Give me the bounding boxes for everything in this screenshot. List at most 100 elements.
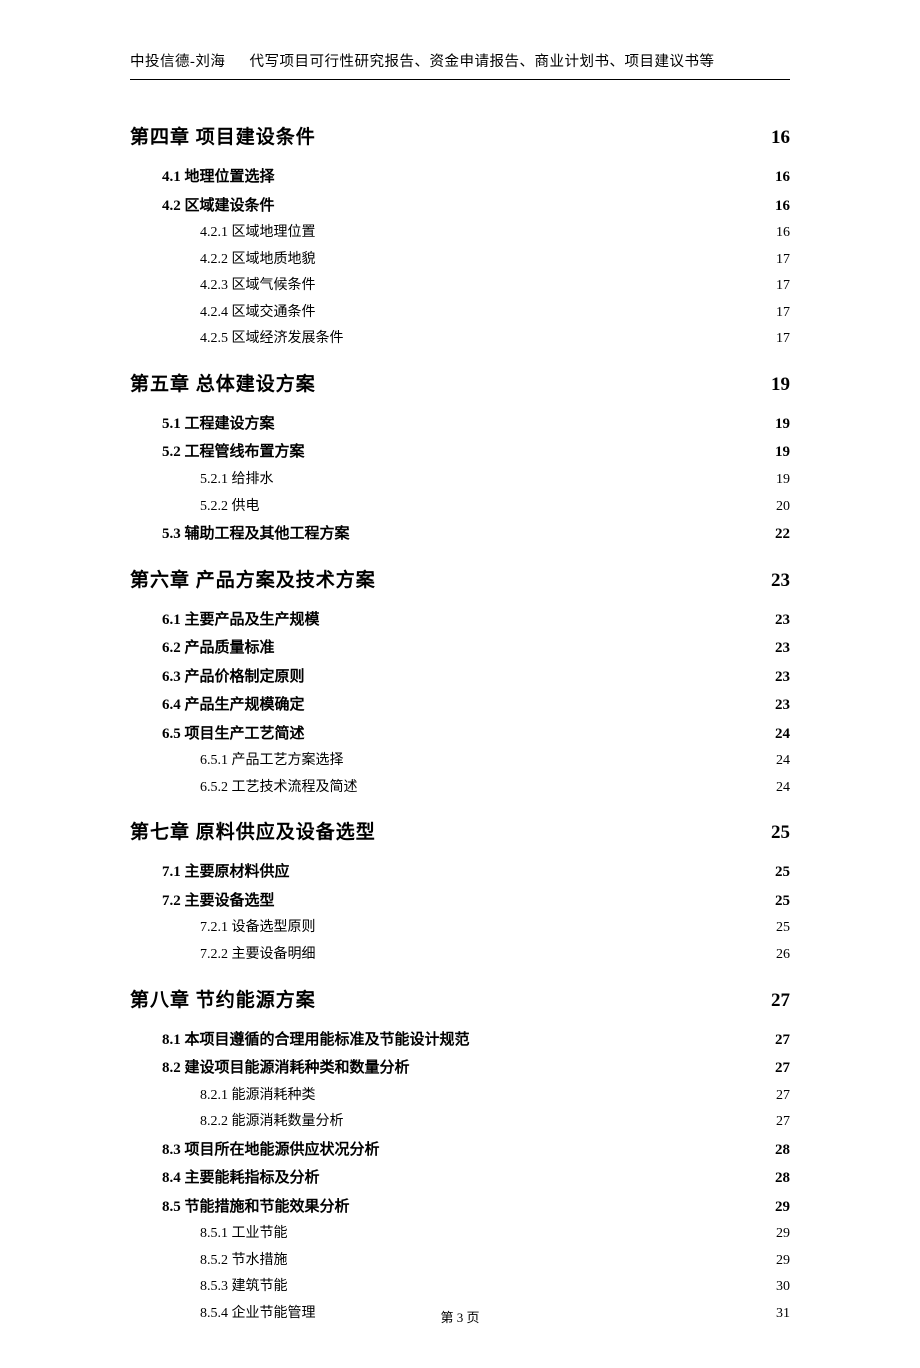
- toc-entry-label: 8.5.1 工业节能: [200, 1221, 288, 1248]
- document-page: 中投信德-刘海 代写项目可行性研究报告、资金申请报告、商业计划书、项目建议书等 …: [0, 0, 920, 1368]
- toc-entry-label: 第八章 节约能源方案: [130, 985, 316, 1012]
- toc-entry: 7.2 主要设备选型25: [162, 887, 790, 916]
- toc-entry: 6.5.1 产品工艺方案选择24: [200, 748, 790, 775]
- header-description: 代写项目可行性研究报告、资金申请报告、商业计划书、项目建议书等: [249, 54, 714, 70]
- toc-entry-label: 4.2.4 区域交通条件: [200, 300, 316, 327]
- page-number: 第 3 页: [440, 1310, 479, 1325]
- toc-entry: 4.2.1 区域地理位置 16: [200, 220, 790, 247]
- toc-entry-label: 5.2.1 给排水: [200, 467, 274, 494]
- toc-entry-page: 25: [776, 915, 790, 942]
- toc-entry-page: 23: [775, 634, 790, 663]
- toc-entry-page: 23: [775, 606, 790, 635]
- toc-entry-label: 7.2.2 主要设备明细: [200, 942, 316, 969]
- toc-entry: 第七章 原料供应及设备选型25: [130, 817, 790, 844]
- toc-entry-label: 6.1 主要产品及生产规模: [162, 606, 320, 635]
- toc-entry-page: 28: [775, 1136, 790, 1165]
- toc-entry: 4.1 地理位置选择 16: [162, 163, 790, 192]
- toc-entry: 5.1 工程建设方案 19: [162, 410, 790, 439]
- toc-entry-label: 7.2.1 设备选型原则: [200, 915, 316, 942]
- toc-entry: 6.5 项目生产工艺简述 24: [162, 720, 790, 749]
- toc-entry: 5.2 工程管线布置方案 19: [162, 438, 790, 467]
- toc-entry: 8.5 节能措施和节能效果分析29: [162, 1193, 790, 1222]
- toc-entry: 第六章 产品方案及技术方案 23: [130, 565, 790, 592]
- toc-entry: 6.5.2 工艺技术流程及简述24: [200, 775, 790, 802]
- toc-entry-page: 27: [771, 990, 790, 1012]
- toc-entry-label: 6.5 项目生产工艺简述: [162, 720, 305, 749]
- toc-entry-page: 27: [776, 1109, 790, 1136]
- toc-entry-label: 8.4 主要能耗指标及分析: [162, 1164, 320, 1193]
- toc-entry-label: 8.2.1 能源消耗种类: [200, 1083, 316, 1110]
- toc-entry-label: 第五章 总体建设方案: [130, 369, 316, 396]
- toc-entry-label: 8.5.3 建筑节能: [200, 1274, 288, 1301]
- toc-entry-label: 第六章 产品方案及技术方案: [130, 565, 376, 592]
- toc-entry-page: 29: [776, 1221, 790, 1248]
- toc-entry: 6.1 主要产品及生产规模 23: [162, 606, 790, 635]
- toc-entry-page: 17: [776, 300, 790, 327]
- toc-entry: 8.4 主要能耗指标及分析 28: [162, 1164, 790, 1193]
- toc-entry-label: 5.2.2 供电: [200, 494, 260, 521]
- toc-entry-label: 4.2.1 区域地理位置: [200, 220, 316, 247]
- toc-entry: 8.2.1 能源消耗种类 27: [200, 1083, 790, 1110]
- toc-entry-label: 6.5.1 产品工艺方案选择: [200, 748, 344, 775]
- table-of-contents: 第四章 项目建设条件164.1 地理位置选择164.2 区域建设条件164.2.…: [130, 122, 790, 1328]
- toc-entry-label: 第四章 项目建设条件: [130, 122, 316, 149]
- toc-entry-page: 16: [776, 220, 790, 247]
- page-footer: 第 3 页: [0, 1307, 920, 1326]
- toc-entry-label: 8.5.2 节水措施: [200, 1248, 288, 1275]
- toc-entry-page: 20: [776, 494, 790, 521]
- toc-entry: 4.2 区域建设条件 16: [162, 192, 790, 221]
- toc-entry-label: 4.2 区域建设条件: [162, 192, 275, 221]
- toc-entry: 6.2 产品质量标准 23: [162, 634, 790, 663]
- toc-entry-page: 16: [775, 163, 790, 192]
- toc-entry-label: 4.1 地理位置选择: [162, 163, 275, 192]
- toc-entry-label: 8.5 节能措施和节能效果分析: [162, 1193, 350, 1222]
- toc-entry-page: 16: [771, 127, 790, 149]
- toc-entry-page: 27: [776, 1083, 790, 1110]
- toc-entry-page: 23: [771, 570, 790, 592]
- toc-entry-page: 29: [776, 1248, 790, 1275]
- toc-entry-label: 6.2 产品质量标准: [162, 634, 275, 663]
- toc-entry-page: 24: [775, 720, 790, 749]
- toc-entry: 4.2.3 区域气候条件 17: [200, 273, 790, 300]
- toc-entry-page: 23: [775, 691, 790, 720]
- toc-entry-page: 17: [776, 247, 790, 274]
- toc-entry: 4.2.5 区域经济发展条件 17: [200, 326, 790, 353]
- toc-entry-page: 19: [771, 374, 790, 396]
- toc-entry-page: 30: [776, 1274, 790, 1301]
- toc-entry-page: 25: [775, 887, 790, 916]
- toc-entry-label: 6.3 产品价格制定原则: [162, 663, 305, 692]
- toc-entry-page: 26: [776, 942, 790, 969]
- toc-entry-page: 23: [775, 663, 790, 692]
- toc-entry-label: 7.1 主要原材料供应: [162, 858, 290, 887]
- toc-entry-page: 17: [776, 273, 790, 300]
- toc-entry-label: 8.2 建设项目能源消耗种类和数量分析: [162, 1054, 410, 1083]
- toc-entry-page: 22: [775, 520, 790, 549]
- toc-entry: 第四章 项目建设条件 16: [130, 122, 790, 149]
- toc-entry: 第八章 节约能源方案 27: [130, 985, 790, 1012]
- toc-entry: 4.2.2 区域地质地貌 17: [200, 247, 790, 274]
- toc-entry-page: 28: [775, 1164, 790, 1193]
- toc-entry-page: 17: [776, 326, 790, 353]
- toc-entry-label: 4.2.2 区域地质地貌: [200, 247, 316, 274]
- toc-entry: 8.1 本项目遵循的合理用能标准及节能设计规范27: [162, 1026, 790, 1055]
- toc-entry-label: 8.1 本项目遵循的合理用能标准及节能设计规范: [162, 1026, 470, 1055]
- toc-entry: 7.2.1 设备选型原则 25: [200, 915, 790, 942]
- toc-entry-page: 19: [775, 438, 790, 467]
- toc-entry: 8.5.2 节水措施 29: [200, 1248, 790, 1275]
- toc-entry-label: 5.3 辅助工程及其他工程方案: [162, 520, 350, 549]
- header-company: 中投信德-刘海: [130, 54, 225, 70]
- toc-entry-label: 8.2.2 能源消耗数量分析: [200, 1109, 344, 1136]
- toc-entry: 8.5.1 工业节能 29: [200, 1221, 790, 1248]
- toc-entry-label: 5.2 工程管线布置方案: [162, 438, 305, 467]
- toc-entry-label: 8.3 项目所在地能源供应状况分析: [162, 1136, 380, 1165]
- toc-entry-page: 19: [775, 410, 790, 439]
- toc-entry-page: 16: [775, 192, 790, 221]
- toc-entry-label: 4.2.3 区域气候条件: [200, 273, 316, 300]
- toc-entry-label: 5.1 工程建设方案: [162, 410, 275, 439]
- toc-entry-label: 4.2.5 区域经济发展条件: [200, 326, 344, 353]
- page-header: 中投信德-刘海 代写项目可行性研究报告、资金申请报告、商业计划书、项目建议书等: [130, 50, 790, 80]
- toc-entry-label: 6.4 产品生产规模确定: [162, 691, 305, 720]
- toc-entry-page: 25: [771, 822, 790, 844]
- toc-entry-label: 6.5.2 工艺技术流程及简述: [200, 775, 358, 802]
- toc-entry: 7.1 主要原材料供应25: [162, 858, 790, 887]
